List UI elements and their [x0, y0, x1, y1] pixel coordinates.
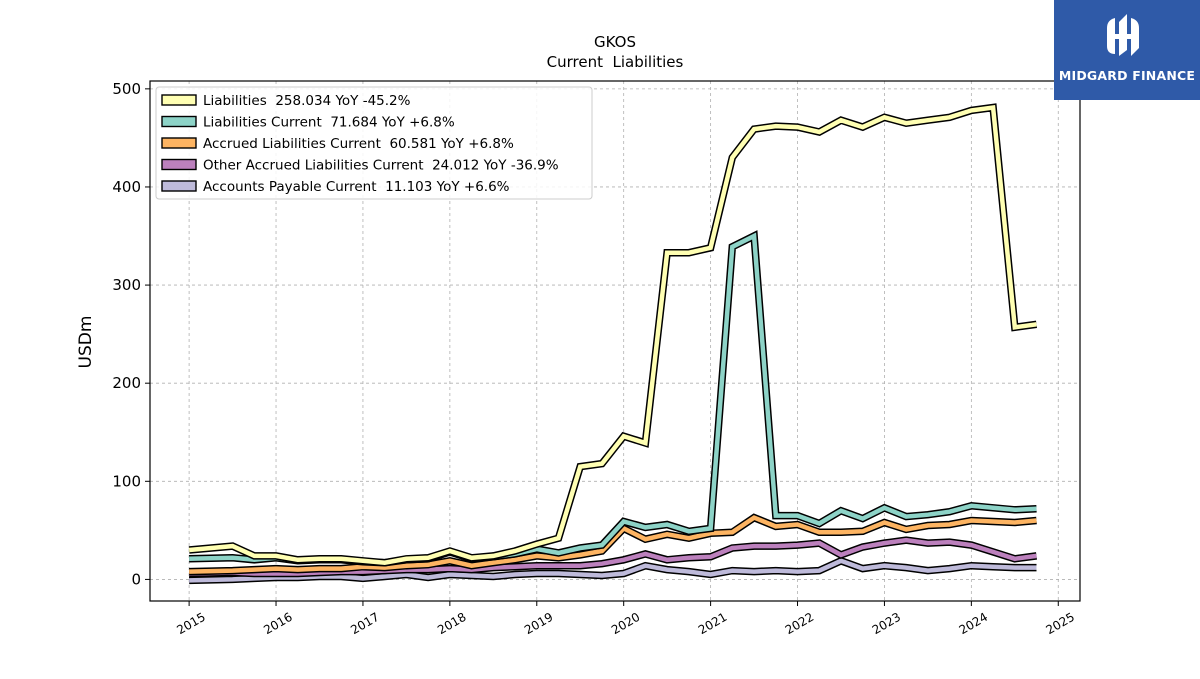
series-line-fill — [188, 104, 1037, 565]
x-tick-label: 2021 — [696, 610, 729, 637]
series-line-accounts-payable-current — [189, 556, 1037, 585]
legend-label: Other Accrued Liabilities Current 24.012… — [203, 158, 559, 174]
x-tick-label: 2017 — [348, 610, 381, 637]
grid-lines — [150, 81, 1080, 601]
plot-frame — [149, 80, 1081, 602]
y-tick-label: 300 — [112, 276, 141, 294]
legend-entry: Accrued Liabilities Current 60.581 YoY +… — [161, 136, 514, 152]
y-tick-label: 100 — [112, 472, 141, 490]
x-tick-label: 2015 — [174, 610, 207, 637]
legend-entry: Other Accrued Liabilities Current 24.012… — [161, 158, 559, 174]
x-tick-label: 2023 — [870, 610, 903, 637]
legend-entry: Accounts Payable Current 11.103 YoY +6.6… — [161, 179, 510, 195]
y-tick-label: 400 — [112, 178, 141, 196]
legend-label: Liabilities Current 71.684 YoY +6.8% — [203, 115, 455, 131]
legend-swatch — [161, 94, 197, 106]
legend-entry: Liabilities 258.034 YoY -45.2% — [161, 93, 411, 109]
legend-label: Accounts Payable Current 11.103 YoY +6.6… — [203, 179, 510, 195]
x-tick-label: 2025 — [1044, 610, 1077, 637]
series-lines — [188, 103, 1038, 585]
legend-swatch — [161, 137, 197, 149]
legend-label: Accrued Liabilities Current 60.581 YoY +… — [203, 136, 514, 152]
legend-label: Liabilities 258.034 YoY -45.2% — [203, 93, 411, 109]
y-tick-label: 200 — [112, 374, 141, 392]
y-axis-label: USDm — [76, 316, 96, 369]
chart-title: GKOS — [594, 33, 636, 51]
legend: Liabilities 258.034 YoY -45.2% Liabilitie… — [155, 86, 593, 200]
x-tick-label: 2018 — [435, 610, 468, 637]
y-tick-label: 500 — [112, 80, 141, 98]
x-tick-label: 2016 — [261, 610, 294, 637]
brand-name: MIDGARD FINANCE — [1058, 68, 1196, 83]
series-line-accrued-liabilities-current — [189, 513, 1037, 576]
brand-logo: MIDGARD FINANCE — [1054, 0, 1200, 100]
x-tick-label: 2022 — [783, 610, 816, 637]
legend-entry: Liabilities Current 71.684 YoY +6.8% — [161, 115, 455, 131]
midgard-logo-icon — [1107, 14, 1139, 56]
x-tick-label: 2019 — [522, 610, 555, 637]
x-tick-label: 2024 — [957, 610, 990, 637]
legend-box — [155, 86, 593, 200]
series-line-liabilities — [188, 103, 1038, 567]
series-line-fill — [189, 558, 1037, 583]
legend-swatch — [161, 115, 197, 128]
series-line-fill — [189, 515, 1037, 574]
chart-subtitle: Current Liabilities — [547, 53, 684, 71]
legend-swatch — [161, 180, 197, 192]
x-tick-label: 2020 — [609, 610, 642, 637]
y-tick-label: 0 — [131, 570, 141, 588]
legend-swatch — [161, 158, 197, 171]
